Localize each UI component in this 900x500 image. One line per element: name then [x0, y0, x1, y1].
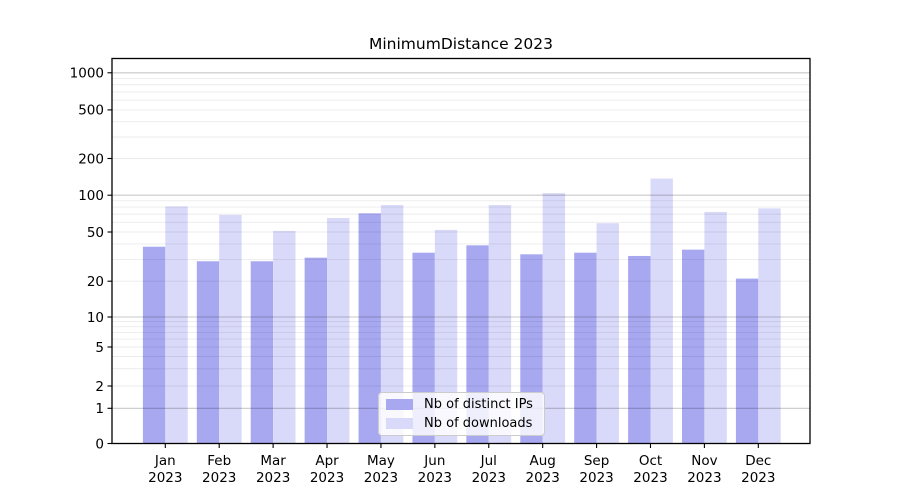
x-tick-label-year: 2023 — [148, 470, 182, 486]
x-tick-label-year: 2023 — [202, 470, 236, 486]
bar-downloads-feb — [219, 214, 242, 444]
x-tick-label-year: 2023 — [633, 470, 667, 486]
x-tick-label-month: Dec — [745, 453, 771, 469]
y-tick-label: 50 — [87, 225, 104, 241]
x-tick-label-year: 2023 — [472, 470, 506, 486]
y-tick-label: 0 — [95, 436, 104, 452]
y-tick-label: 1 — [95, 401, 104, 417]
bar-distinct-ips-jan — [142, 246, 166, 444]
bar-downloads-oct — [650, 178, 673, 444]
x-tick-label-month: Sep — [584, 453, 609, 469]
x-tick-label-month: Aug — [529, 453, 555, 469]
x-tick-label-year: 2023 — [256, 470, 290, 486]
y-tick-label: 500 — [78, 103, 104, 119]
x-tick-label-month: Jun — [423, 453, 445, 469]
bar-distinct-ips-oct — [628, 255, 651, 444]
bar-downloads-may — [380, 205, 404, 444]
bar-downloads-mar — [273, 230, 296, 444]
bar-downloads-apr — [327, 218, 350, 444]
y-tick-label: 10 — [87, 310, 104, 326]
y-tick-label: 20 — [87, 274, 104, 290]
legend-swatch-distinct-ips — [386, 399, 413, 410]
legend-item-distinct-ips: Nb of distinct IPs — [386, 395, 537, 414]
x-tick-label-year: 2023 — [310, 470, 344, 486]
bar-downloads-dec — [758, 208, 781, 444]
x-tick-label-month: Mar — [260, 453, 286, 469]
y-tick-label: 5 — [95, 340, 104, 356]
x-tick-label-month: May — [367, 453, 395, 469]
bar-distinct-ips-apr — [304, 257, 328, 444]
bar-distinct-ips-feb — [196, 261, 220, 444]
bar-downloads-sep — [596, 223, 619, 444]
bar-downloads-jun — [434, 229, 458, 444]
bar-distinct-ips-sep — [574, 252, 597, 444]
x-tick-label-year: 2023 — [418, 470, 452, 486]
y-tick-label: 200 — [78, 151, 104, 167]
bar-distinct-ips-dec — [735, 278, 759, 444]
x-tick-label-month: Jan — [154, 453, 176, 469]
bar-downloads-jan — [165, 206, 188, 444]
x-tick-label-month: Feb — [207, 453, 231, 469]
bar-distinct-ips-nov — [682, 249, 705, 444]
x-tick-label-month: Nov — [691, 453, 717, 469]
bar-downloads-nov — [704, 211, 727, 444]
bar-downloads-jul — [488, 205, 512, 444]
x-tick-label-year: 2023 — [687, 470, 721, 486]
x-tick-label-month: Oct — [639, 453, 662, 469]
bar-downloads-aug — [542, 193, 566, 444]
plot-border — [111, 57, 811, 445]
x-tick-label-year: 2023 — [364, 470, 398, 486]
x-tick-label-year: 2023 — [579, 470, 613, 486]
chart-title: MinimumDistance 2023 — [369, 35, 553, 53]
bar-distinct-ips-may — [358, 213, 381, 444]
legend-swatch-downloads — [386, 418, 413, 429]
legend: Nb of distinct IPs Nb of downloads — [378, 392, 545, 436]
x-tick-label-month: Apr — [315, 453, 339, 469]
x-tick-label-year: 2023 — [741, 470, 775, 486]
legend-label-distinct-ips: Nb of distinct IPs — [424, 397, 533, 412]
bar-distinct-ips-mar — [250, 261, 274, 444]
legend-item-downloads: Nb of downloads — [386, 414, 537, 433]
legend-label-downloads: Nb of downloads — [424, 416, 533, 431]
y-tick-label: 100 — [78, 188, 104, 204]
x-tick-label-month: Jul — [480, 453, 497, 469]
y-tick-label: 2 — [95, 379, 104, 395]
y-tick-label: 1000 — [70, 66, 104, 82]
x-tick-label-year: 2023 — [525, 470, 559, 486]
